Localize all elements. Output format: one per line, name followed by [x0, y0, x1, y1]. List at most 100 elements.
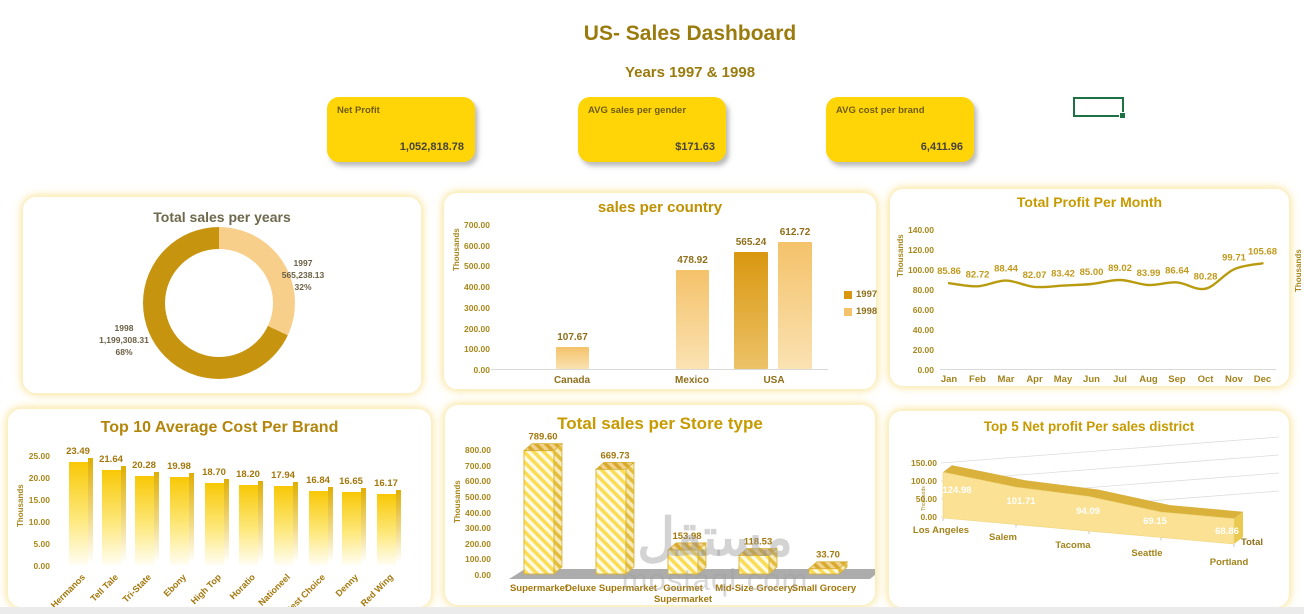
chart-card-total-profit-per-month[interactable]: Total Profit Per Month 140.00 120.00 100.0… [889, 188, 1290, 387]
area-value-label: 68.86 [1215, 526, 1239, 537]
point-value-label: 83.42 [1051, 269, 1075, 280]
bottom-edge-strip [0, 607, 1304, 614]
x-category-label: Supermarket [509, 583, 569, 594]
chart-card-top5-profit-per-district[interactable]: Top 5 Net profit Per sales district 150.… [888, 410, 1290, 608]
point-value-label: 85.00 [1080, 267, 1104, 278]
y-tick-label: 400.00 [464, 282, 490, 293]
bar-value-label: 118.53 [744, 536, 773, 547]
y-tick-label: 700.00 [465, 460, 491, 471]
chart-title: Total sales per Store type [557, 414, 763, 433]
area-value-label: 69.15 [1143, 516, 1167, 527]
bar-value-label: 669.73 [600, 450, 629, 461]
x-category-label: Gourmet Supermarket [653, 583, 713, 605]
y-tick-label: 600.00 [465, 476, 491, 487]
x-category-label: Sep [1168, 374, 1186, 385]
brand-bar [68, 457, 93, 565]
legend-swatch [844, 307, 852, 316]
brand-bar [273, 482, 298, 565]
legend-label: 1997 [856, 289, 878, 300]
chart-title: Total Profit Per Month [1016, 194, 1163, 210]
brand-bar [134, 471, 159, 565]
bar-front-face [808, 568, 840, 575]
x-category-label: Aug [1139, 374, 1158, 385]
watermark-latin: mostaql.com [621, 562, 809, 597]
y-tick-label: 500.00 [465, 491, 491, 502]
brand-bar [169, 473, 194, 565]
y-tick-label: 0.00 [917, 365, 934, 375]
chart-card-total-sales-per-years[interactable]: Total sales per years 1997 565,238.13 32… [22, 196, 422, 394]
bar-value-label: 612.72 [779, 227, 811, 239]
page-subtitle: Years 1997 & 1998 [624, 64, 756, 81]
cell-selection-box[interactable] [1073, 97, 1126, 119]
country-bar-1998 [556, 346, 589, 369]
y-tick-label: 10.00 [28, 517, 50, 527]
y-tick-label: 0.00 [33, 561, 50, 571]
profit-line [947, 262, 1264, 291]
bar-value-label: 789.60 [528, 432, 557, 443]
x-category-label: Mar [997, 374, 1015, 385]
y-tick-label: 100.00 [464, 344, 490, 355]
brand-bar-side [120, 465, 126, 561]
kpi-card-net-profit[interactable]: Net Profit 1,052,818.78 [327, 97, 475, 162]
chart-title: Top 5 Net profit Per sales district [983, 419, 1195, 434]
y-tick-label: 50.00 [916, 494, 938, 504]
page-title: US- Sales Dashboard [583, 22, 797, 45]
chart-card-top10-cost-per-brand[interactable]: Top 10 Average Cost Per Brand 25.00 20.00… [7, 408, 432, 614]
store-chart-svg: 789.60 669.73 153.98 118.53 33.70 [509, 432, 875, 579]
x-category-label: Canada [553, 375, 591, 386]
x-axis-line [491, 369, 828, 370]
chart-card-sales-per-country[interactable]: sales per country 700.00 600.00 500.00 400.… [443, 192, 877, 390]
bar-value-label: 18.70 [202, 466, 226, 478]
x-category-label: May [1053, 374, 1073, 385]
point-value-label: 89.02 [1108, 263, 1132, 274]
donut-label-1997: 1997 565,238.13 32% [281, 258, 325, 292]
y-tick-label: 200.00 [465, 538, 491, 549]
chart-card-sales-per-store-type[interactable]: Total sales per Store type 789.60 669.73 1… [444, 404, 876, 606]
area-front-face [942, 471, 1235, 545]
kpi-value: 1,052,818.78 [399, 141, 464, 153]
brand-bar-side [223, 478, 229, 561]
x-category-label: Dec [1253, 374, 1272, 385]
x-category-label: Small Grocery [791, 583, 857, 594]
chart-title: Total sales per years [153, 209, 291, 225]
x-category-label: Nov [1225, 374, 1243, 385]
x-category-label: Portland [1210, 557, 1249, 568]
donut-label-1998: 1998 1,199,308.31 68% [99, 323, 149, 357]
point-value-label: 83.99 [1137, 268, 1161, 279]
y-axis-title: Thousands [921, 486, 927, 511]
y-tick-label: 80.00 [912, 285, 934, 295]
x-category-label: Los Angeles [913, 525, 969, 536]
point-value-label: 105.68 [1248, 246, 1277, 257]
y-tick-label: 300.00 [465, 523, 491, 534]
brand-bar [341, 487, 366, 565]
point-value-label: 99.71 [1222, 252, 1246, 263]
y-axis-title: Thousands [452, 228, 461, 271]
partial-chart-axis-label: Thousands [1294, 249, 1303, 292]
brand-bar [101, 465, 126, 565]
bar-value-label: 23.49 [66, 445, 90, 457]
y-tick-label: 120.00 [908, 245, 934, 255]
kpi-value: 6,411.96 [920, 141, 963, 153]
bar-value-label: 153.98 [672, 531, 701, 542]
y-tick-label: 700.00 [464, 220, 490, 230]
bar-value-label: 16.17 [374, 477, 398, 489]
bar-value-label: 16.65 [339, 475, 363, 487]
brand-bar-side [87, 457, 93, 561]
kpi-card-avg-sales-per-gender[interactable]: AVG sales per gender $171.63 [578, 97, 726, 162]
x-category-label: Seattle [1131, 548, 1162, 559]
bar-value-label: 19.98 [167, 461, 191, 473]
kpi-card-avg-cost-per-brand[interactable]: AVG cost per brand 6,411.96 [826, 97, 974, 162]
donut-chart [143, 227, 295, 379]
x-category-label: Salem [989, 532, 1017, 543]
y-tick-label: 5.00 [33, 539, 50, 549]
x-category-label: Tacoma [1055, 540, 1091, 551]
kpi-label: Net Profit [337, 105, 380, 116]
x-category-label: Mexico [675, 375, 709, 386]
brand-bar [204, 478, 229, 565]
y-tick-label: 100.00 [908, 265, 934, 275]
fill-handle[interactable] [1119, 112, 1126, 119]
legend-swatch [844, 290, 852, 299]
bar-value-label: 20.28 [132, 459, 156, 471]
